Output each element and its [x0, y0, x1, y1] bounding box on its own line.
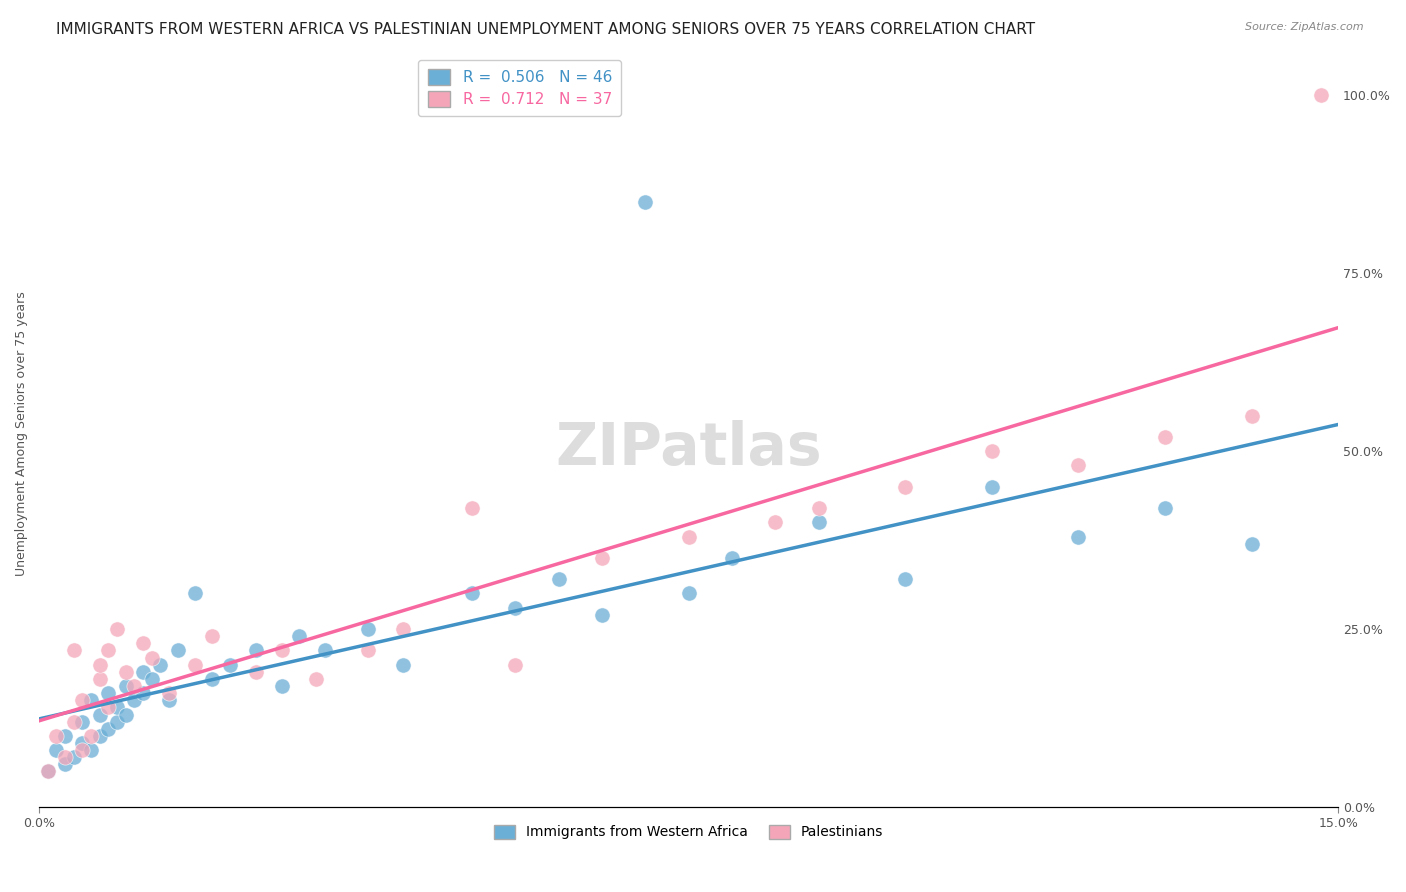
Point [89, 657, 111, 672]
Point [124, 679, 146, 693]
Point [124, 693, 146, 707]
Point [132, 686, 155, 700]
Point [97, 722, 120, 736]
Point [80, 743, 103, 757]
Point [505, 657, 527, 672]
Point [37, 764, 59, 779]
Point [980, 480, 1002, 494]
Point [141, 672, 163, 686]
Point [461, 501, 484, 516]
Point [270, 679, 292, 693]
Point [114, 665, 136, 679]
Point [97, 686, 120, 700]
Point [132, 636, 155, 650]
Point [1240, 536, 1263, 550]
Text: IMMIGRANTS FROM WESTERN AFRICA VS PALESTINIAN UNEMPLOYMENT AMONG SENIORS OVER 75: IMMIGRANTS FROM WESTERN AFRICA VS PALEST… [56, 22, 1035, 37]
Point [392, 657, 415, 672]
Point [357, 643, 380, 657]
Point [45, 743, 67, 757]
Point [72, 693, 94, 707]
Point [166, 643, 188, 657]
Point [53, 757, 76, 772]
Y-axis label: Unemployment Among Seniors over 75 years: Unemployment Among Seniors over 75 years [15, 291, 28, 575]
Point [184, 657, 207, 672]
Point [218, 657, 240, 672]
Point [245, 643, 267, 657]
Point [114, 679, 136, 693]
Point [132, 665, 155, 679]
Point [591, 550, 613, 565]
Point [89, 729, 111, 743]
Point [149, 657, 172, 672]
Point [72, 714, 94, 729]
Point [305, 672, 328, 686]
Point [1067, 458, 1090, 473]
Point [1154, 501, 1177, 516]
Point [1154, 430, 1177, 444]
Point [201, 672, 224, 686]
Point [114, 707, 136, 722]
Point [184, 586, 207, 600]
Point [97, 700, 120, 714]
Point [53, 750, 76, 764]
Point [37, 764, 59, 779]
Point [980, 444, 1002, 458]
Point [157, 693, 180, 707]
Point [72, 736, 94, 750]
Point [201, 629, 224, 643]
Point [763, 516, 786, 530]
Point [1310, 88, 1333, 103]
Point [89, 672, 111, 686]
Point [62, 750, 84, 764]
Point [53, 729, 76, 743]
Point [245, 665, 267, 679]
Point [62, 643, 84, 657]
Point [392, 622, 415, 636]
Point [894, 480, 917, 494]
Point [678, 586, 700, 600]
Point [505, 600, 527, 615]
Point [80, 729, 103, 743]
Point [45, 729, 67, 743]
Point [634, 194, 657, 209]
Point [97, 643, 120, 657]
Point [807, 501, 830, 516]
Point [105, 700, 128, 714]
Point [547, 572, 569, 586]
Point [314, 643, 336, 657]
Point [105, 622, 128, 636]
Point [62, 714, 84, 729]
Point [807, 516, 830, 530]
Point [270, 643, 292, 657]
Point [678, 530, 700, 544]
Point [894, 572, 917, 586]
Point [141, 650, 163, 665]
Point [157, 686, 180, 700]
Point [461, 586, 484, 600]
Point [105, 714, 128, 729]
Point [591, 607, 613, 622]
Point [1240, 409, 1263, 423]
Point [1067, 530, 1090, 544]
Point [288, 629, 311, 643]
Point [72, 743, 94, 757]
Point [357, 622, 380, 636]
Legend: Immigrants from Western Africa, Palestinians: Immigrants from Western Africa, Palestin… [489, 819, 889, 845]
Point [80, 693, 103, 707]
Text: Source: ZipAtlas.com: Source: ZipAtlas.com [1246, 22, 1364, 32]
Text: ZIPatlas: ZIPatlas [555, 420, 823, 477]
Point [721, 550, 744, 565]
Point [89, 707, 111, 722]
